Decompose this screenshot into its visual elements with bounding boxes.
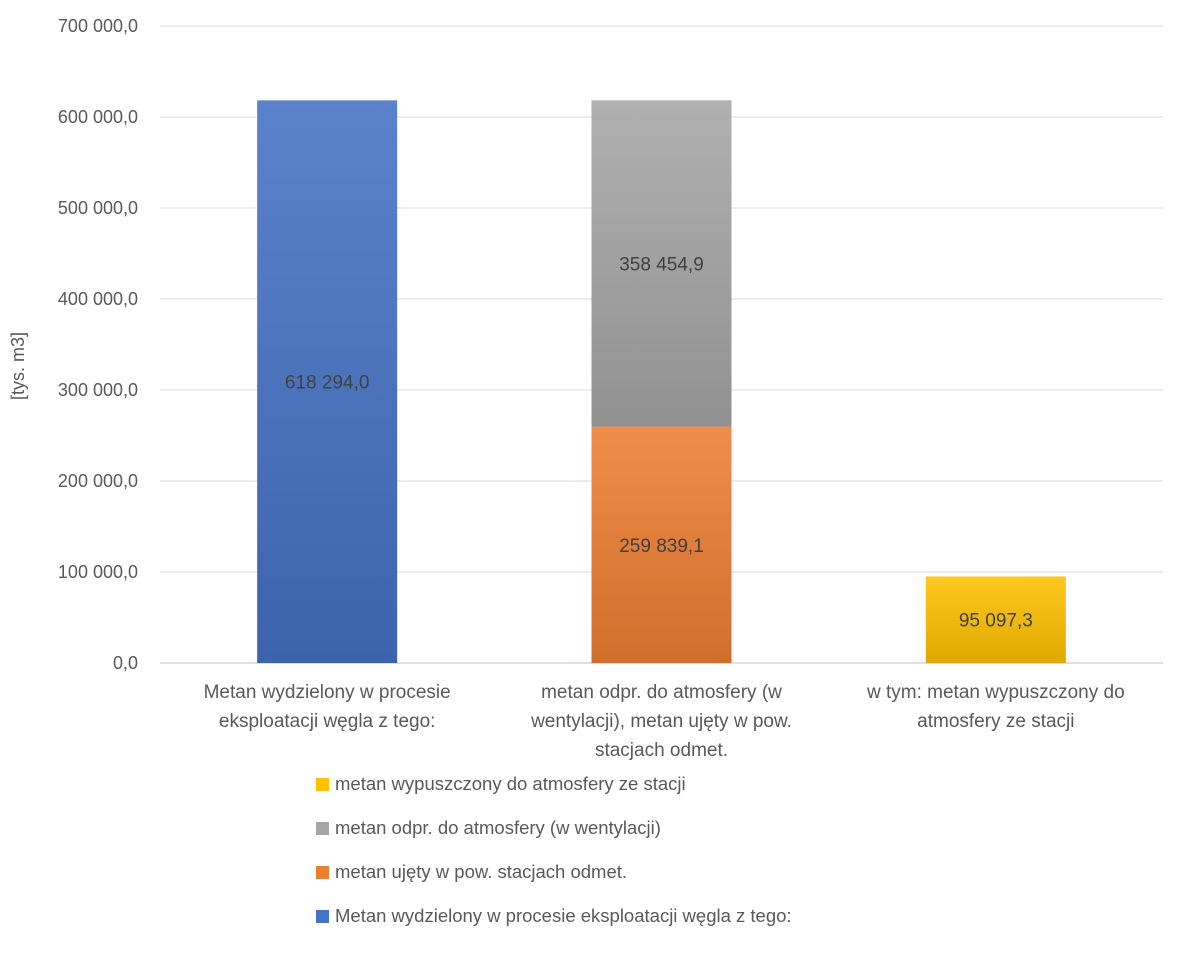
y-tick-label: 600 000,0 (58, 107, 138, 127)
legend-label: metan ujęty w pow. stacjach odmet. (335, 861, 628, 882)
legend-label: metan odpr. do atmosfery (w wentylacji) (335, 817, 661, 838)
bar-segment (257, 100, 398, 663)
legend-label: metan wypuszczony do atmosfery ze stacji (335, 773, 686, 794)
y-tick-label: 400 000,0 (58, 289, 138, 309)
y-tick-label: 700 000,0 (58, 16, 138, 36)
legend-swatch (316, 777, 329, 791)
y-tick-label: 500 000,0 (58, 198, 138, 218)
y-tick-label: 0,0 (113, 653, 138, 673)
y-tick-label: 200 000,0 (58, 471, 138, 491)
category-label: metan odpr. do atmosfery (w wentylacji), … (530, 682, 792, 761)
bar-segment (591, 426, 732, 663)
legend-item: metan wypuszczony do atmosfery ze stacji (316, 762, 1076, 806)
legend-label: Metan wydzielony w procesie eksploatacji… (335, 905, 792, 926)
bar-segment (591, 100, 732, 427)
data-label: 358 454,9 (619, 254, 704, 275)
bars (257, 100, 1066, 663)
legend: metan wypuszczony do atmosfery ze stacji… (316, 762, 1076, 938)
y-axis-ticks: 0,0 100 000,0 200 000,0 300 000,0 400 000,0 5… (58, 16, 138, 673)
data-label: 259 839,1 (619, 536, 704, 557)
data-label: 95 097,3 (959, 611, 1033, 632)
bar-segment (925, 576, 1066, 663)
y-tick-label: 100 000,0 (58, 562, 138, 582)
legend-item: metan odpr. do atmosfery (w wentylacji) (316, 806, 1076, 850)
legend-swatch (316, 865, 329, 879)
legend-item: Metan wydzielony w procesie eksploatacji… (316, 894, 1076, 938)
y-axis-label: [tys. m3] (8, 332, 28, 400)
y-tick-label: 300 000,0 (58, 380, 138, 400)
legend-swatch (316, 909, 329, 923)
category-label: Metan wydzielony w procesie eksploatacji … (204, 682, 451, 732)
category-label: w tym: metan wypuszczony do atmosfery ze … (866, 682, 1125, 732)
category-labels: Metan wydzielony w procesie eksploatacji … (204, 682, 1125, 761)
data-label: 618 294,0 (285, 373, 370, 394)
legend-swatch (316, 821, 329, 835)
legend-item: metan ujęty w pow. stacjach odmet. (316, 850, 1076, 894)
data-labels: 618 294,0 259 839,1 358 454,9 95 097,3 (285, 254, 1033, 631)
